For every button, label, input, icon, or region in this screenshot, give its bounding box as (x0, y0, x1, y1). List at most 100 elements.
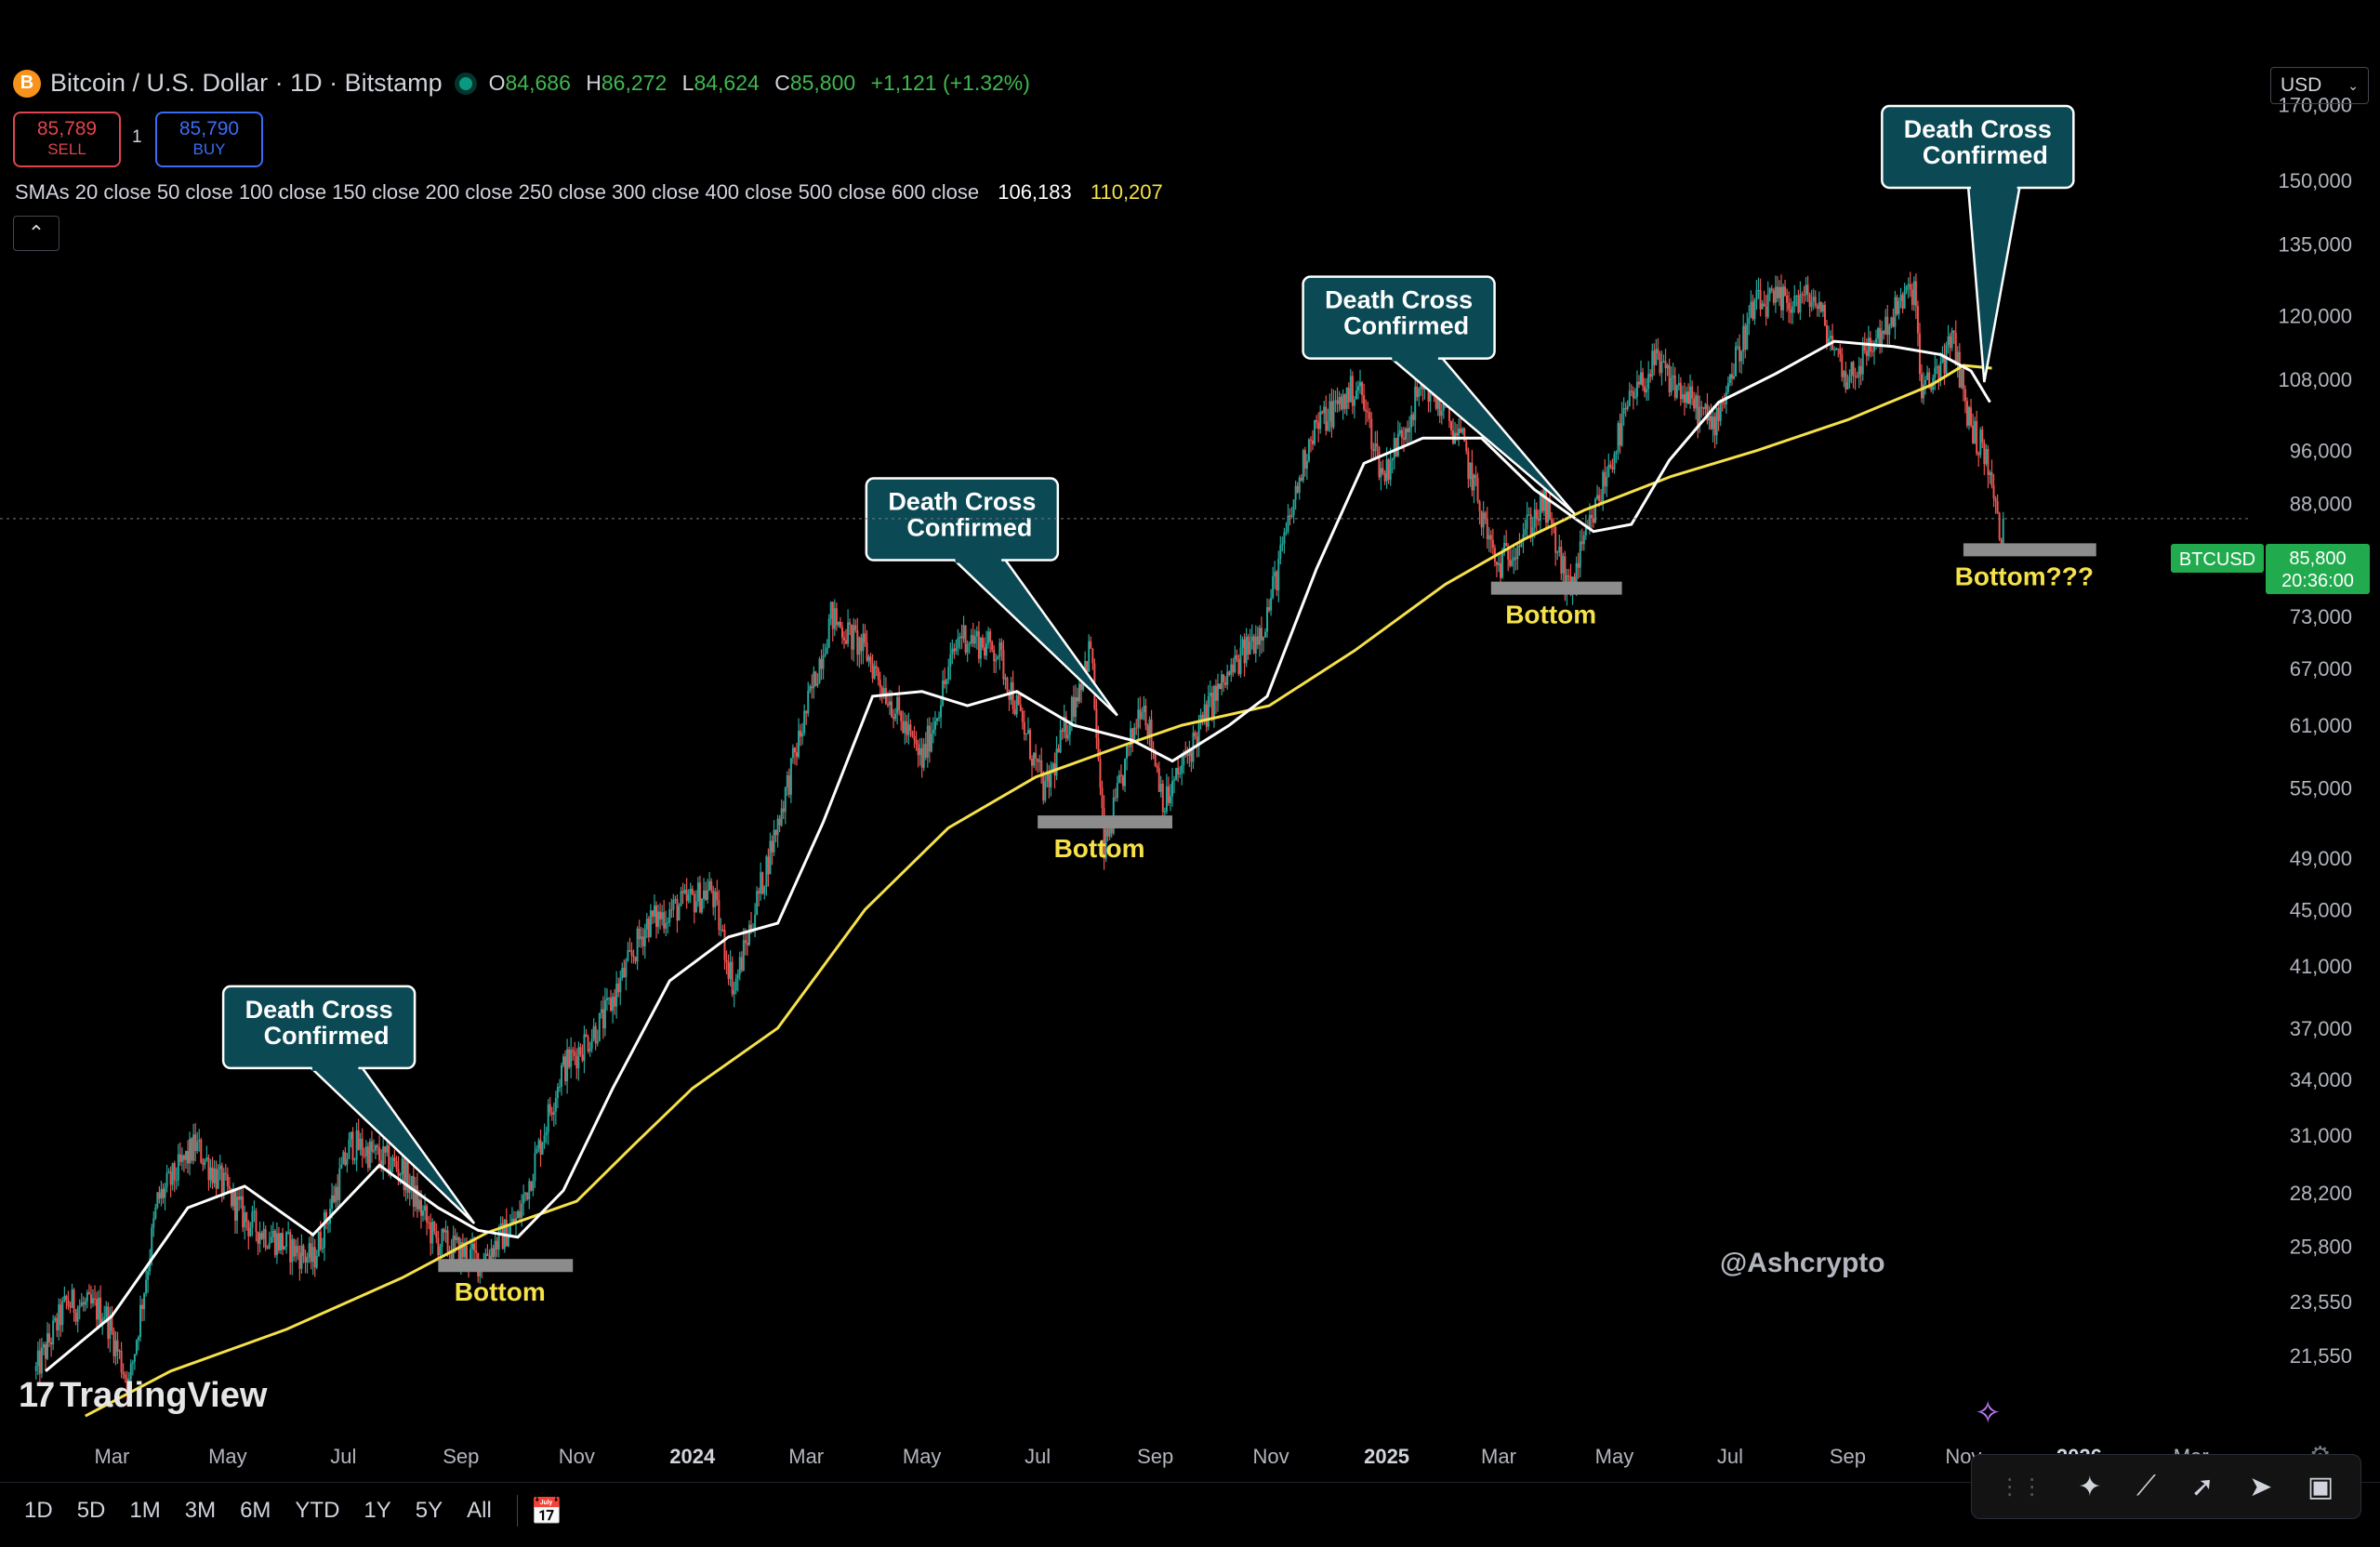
candle-body (1042, 774, 1045, 801)
candle-body (1224, 681, 1227, 685)
candle-body (1814, 297, 1817, 306)
candle-body (1841, 354, 1844, 377)
candle-body (685, 890, 688, 902)
candle-body (251, 1211, 254, 1228)
candle-body (1755, 290, 1758, 300)
candle-body (577, 1047, 580, 1069)
candle-body (1363, 394, 1366, 410)
candle-body (1268, 606, 1271, 611)
candle-body (824, 654, 826, 655)
sma-indicator-legend[interactable]: SMAs 20 close 50 close 100 close 150 clo… (15, 180, 1163, 205)
candle-body (1440, 410, 1443, 416)
candle-body (1410, 414, 1413, 428)
candle-body (1210, 693, 1213, 718)
candle-body (1110, 828, 1113, 834)
candle-body (600, 1009, 602, 1013)
candle-body (384, 1146, 387, 1153)
currency-select[interactable]: USD ⌄ (2270, 67, 2369, 104)
candle-body (1175, 768, 1178, 780)
buy-button[interactable]: 85,790 BUY (155, 112, 263, 167)
candle-body (1186, 753, 1189, 757)
candle-body (1689, 386, 1692, 404)
go-to-date-icon[interactable]: 📅 (530, 1496, 563, 1526)
range-6m[interactable]: 6M (240, 1498, 271, 1523)
candle-body (1219, 683, 1222, 690)
candle-body (942, 680, 945, 706)
ray-tool-icon[interactable]: ➚ (2190, 1471, 2215, 1502)
cursor-icon[interactable]: ➤ (2249, 1471, 2273, 1502)
candle-body (1209, 693, 1211, 697)
candle-body (1852, 362, 1855, 376)
candle-body (63, 1295, 66, 1302)
collapse-legend-button[interactable]: ⌃ (13, 216, 60, 251)
candle-body (707, 890, 709, 900)
symbol-title[interactable]: Bitcoin / U.S. Dollar · 1D · Bitstamp (50, 69, 443, 97)
range-ytd[interactable]: YTD (295, 1498, 340, 1523)
candle-body (1577, 562, 1580, 568)
candle-body (304, 1255, 307, 1263)
range-1y[interactable]: 1Y (364, 1498, 391, 1523)
range-5d[interactable]: 5D (76, 1498, 106, 1523)
candle-body (1702, 406, 1705, 409)
range-all[interactable]: All (467, 1498, 492, 1523)
candle-body (295, 1246, 298, 1257)
candle-body (1588, 514, 1591, 530)
range-1d[interactable]: 1D (24, 1498, 53, 1523)
bottom-bar (1038, 815, 1173, 829)
candle-body (1316, 419, 1318, 423)
candle-body (1319, 411, 1322, 430)
tradingview-logo[interactable]: 17 TradingView (19, 1376, 267, 1416)
candle-body (1309, 439, 1312, 441)
candle-body (1194, 732, 1197, 736)
candle-body (1130, 728, 1132, 747)
range-5y[interactable]: 5Y (415, 1498, 443, 1523)
candle-body (355, 1130, 358, 1160)
ai-spark-icon[interactable]: ✧ (1975, 1395, 2002, 1431)
drag-handle-icon[interactable]: ⋮⋮ (1998, 1474, 2043, 1500)
candle-body (1518, 545, 1521, 547)
candle-body (1165, 786, 1168, 812)
candle-body (372, 1150, 375, 1152)
candle-body (1830, 336, 1832, 338)
candle-body (750, 924, 753, 932)
range-3m[interactable]: 3M (184, 1498, 217, 1523)
candle-body (388, 1144, 390, 1174)
candle-body (1048, 771, 1051, 787)
sell-button[interactable]: 85,789 SELL (13, 112, 121, 167)
time-axis[interactable]: Mar May Jul Sep Nov 2024 Mar May Jul Sep Nov 2025 Ma… (94, 1445, 2208, 1468)
candle-body (528, 1181, 531, 1200)
price-range-icon[interactable]: ▣ (2307, 1471, 2334, 1502)
range-1m[interactable]: 1M (129, 1498, 161, 1523)
price-axis[interactable]: 170,000 150,000 135,000 120,000 108,000 96,00… (2278, 93, 2352, 1368)
candle-body (623, 968, 626, 978)
candle-body (907, 724, 910, 735)
candle-body (1786, 295, 1789, 303)
candle-body (1685, 391, 1687, 403)
y-tick-label: 170,000 (2278, 93, 2352, 116)
candle-body (953, 648, 956, 652)
candle-body (756, 891, 759, 916)
callout-join (1392, 353, 1438, 362)
candle-body (461, 1242, 464, 1258)
candle-body (1221, 674, 1223, 690)
candle-body (1139, 709, 1142, 720)
candle-body (1596, 495, 1599, 499)
pattern-tool-icon[interactable]: ✦ (2078, 1471, 2102, 1502)
candle-body (940, 705, 943, 718)
candle-body (357, 1130, 360, 1150)
candle-body (1996, 501, 1999, 513)
candle-body (494, 1240, 496, 1258)
order-quantity[interactable]: 1 (132, 127, 142, 147)
candle-body (869, 656, 872, 664)
callout-text: Confirmed (1343, 312, 1469, 340)
candle-body (708, 880, 711, 891)
y-tick-label: 49,000 (2290, 847, 2352, 870)
candle-body (962, 625, 965, 639)
candle-body (1761, 303, 1764, 310)
trend-line-icon[interactable]: ⟋ (2135, 1471, 2156, 1501)
candle-body (877, 668, 879, 681)
candle-body (1700, 406, 1703, 408)
candle-body (1757, 289, 1760, 291)
candle-body (76, 1307, 79, 1322)
